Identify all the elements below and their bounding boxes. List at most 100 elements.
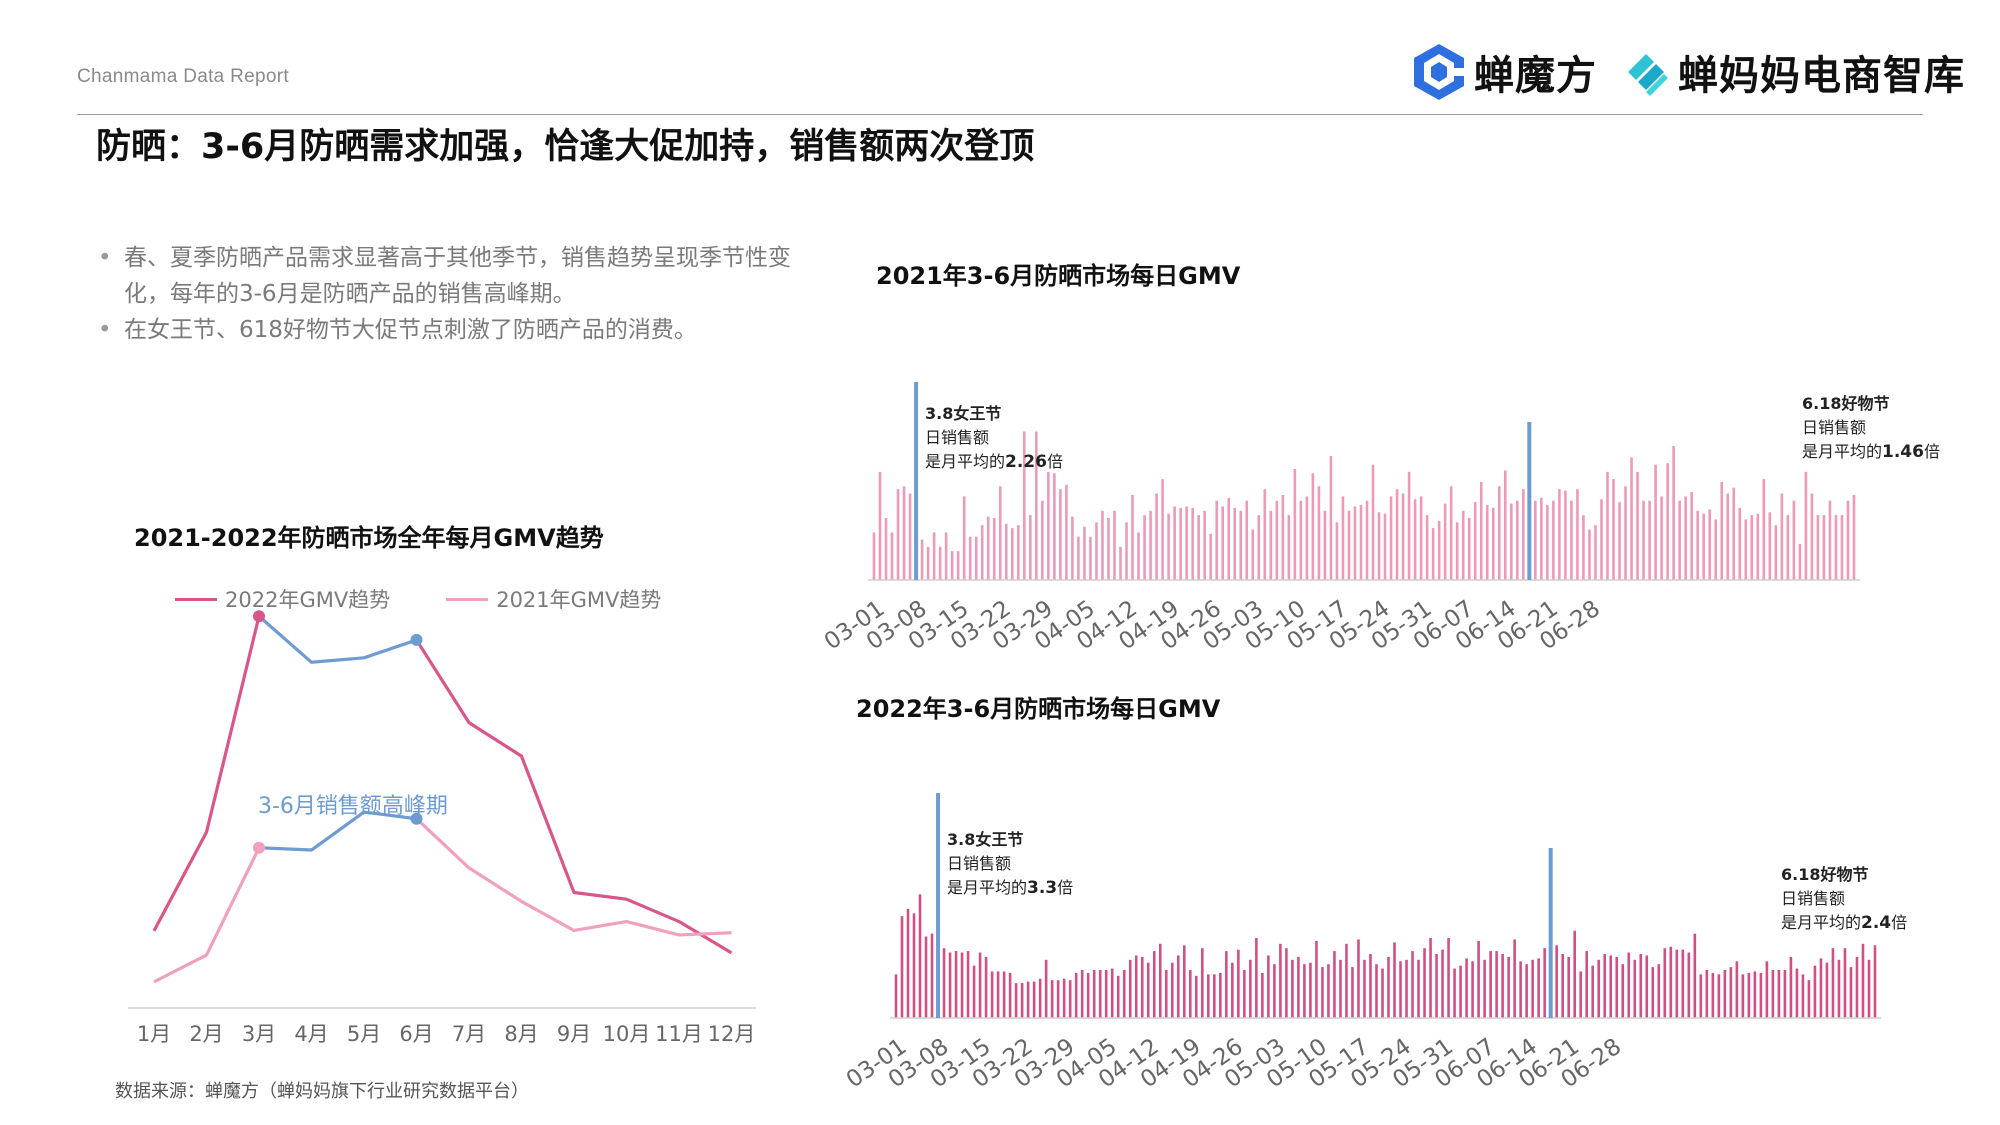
- bar: [1540, 497, 1543, 580]
- bar: [902, 486, 906, 580]
- bar: [1570, 500, 1573, 580]
- bar: [1201, 948, 1204, 1018]
- bar: [1465, 958, 1468, 1018]
- bar: [1293, 468, 1297, 580]
- bar: [992, 518, 996, 580]
- bar: [1225, 951, 1228, 1018]
- bar: [1855, 956, 1859, 1018]
- bar: [1191, 507, 1194, 580]
- bar: [1315, 940, 1318, 1018]
- bar: [1371, 464, 1375, 580]
- bar: [1173, 506, 1176, 580]
- legend-label-2021: 2021年GMV趋势: [496, 588, 662, 612]
- bar: [1819, 958, 1823, 1018]
- bar: [1249, 959, 1252, 1018]
- bar: [1804, 471, 1808, 580]
- bar: [1119, 546, 1122, 580]
- bar: [1267, 955, 1270, 1018]
- legend-item-2022: 2022年GMV趋势: [175, 584, 390, 614]
- highlight-bar-03-08: [936, 793, 941, 1018]
- bar: [1624, 486, 1627, 580]
- annotation-2022-618: 6.18好物节 日销售额 是月平均的2.4倍: [1781, 863, 1907, 935]
- bar: [1606, 471, 1609, 580]
- series-line-2021-seg1: [258, 810, 417, 852]
- bar: [1702, 513, 1705, 580]
- bar: [1281, 494, 1285, 580]
- bar: [998, 486, 1002, 580]
- data-point-2022-3月: [253, 610, 265, 623]
- x-tick-label: 2月: [189, 1022, 223, 1046]
- bar: [1672, 445, 1675, 580]
- bar: [920, 539, 924, 580]
- annotation-2021-qw-line2: 是月平均的2.26倍: [925, 452, 1063, 472]
- bar: [1591, 965, 1595, 1018]
- bar: [1687, 952, 1691, 1018]
- bar: [1110, 968, 1114, 1018]
- bar: [1825, 962, 1829, 1018]
- bar: [960, 952, 964, 1018]
- annotation-2022-qw: 3.8女王节 日销售额 是月平均的3.3倍: [947, 828, 1073, 900]
- bar: [1732, 487, 1736, 580]
- bar: [1098, 970, 1102, 1018]
- bar: [1477, 940, 1480, 1018]
- bar: [1792, 500, 1796, 580]
- bar: [1065, 484, 1068, 580]
- bar: [1203, 510, 1206, 580]
- bar: [1429, 938, 1432, 1018]
- bar: [1678, 500, 1681, 580]
- x-tick-label: 4月: [294, 1022, 328, 1046]
- bar: [1759, 972, 1763, 1018]
- bar: [1335, 522, 1339, 580]
- bar: [1020, 983, 1024, 1018]
- bar: [1699, 974, 1703, 1018]
- bar: [1497, 486, 1501, 580]
- bar: [1441, 949, 1444, 1018]
- bar: [1651, 967, 1655, 1018]
- bar: [1347, 510, 1351, 580]
- bar: [1035, 431, 1038, 580]
- bar: [1152, 951, 1156, 1018]
- bar: [1471, 961, 1474, 1018]
- bar: [1417, 959, 1420, 1018]
- bar: [1546, 505, 1549, 580]
- bar: [1291, 959, 1294, 1018]
- monthly-chart-title: 2021-2022年防晒市场全年每月GMV趋势: [134, 524, 604, 552]
- annotation-2021-618-line1: 日销售额: [1802, 418, 1867, 437]
- bar: [1491, 507, 1495, 580]
- bar: [1585, 951, 1589, 1018]
- legend-item-2021: 2021年GMV趋势: [446, 584, 661, 614]
- bar: [1843, 948, 1847, 1018]
- bar: [1519, 961, 1522, 1018]
- data-point-2022-6月: [410, 633, 423, 646]
- bar: [1654, 464, 1657, 580]
- series-line-2022-seg1: [257, 615, 418, 664]
- bar: [984, 956, 988, 1018]
- bar: [1395, 489, 1399, 580]
- bar: [1711, 972, 1715, 1018]
- bar: [1753, 971, 1757, 1018]
- bar: [1176, 955, 1180, 1018]
- bar: [1375, 964, 1378, 1018]
- bar: [1004, 523, 1008, 580]
- bar: [1134, 955, 1138, 1018]
- bar: [1840, 515, 1844, 580]
- bar: [1251, 529, 1255, 580]
- bar: [1305, 496, 1309, 580]
- chanmama-logo: 蝉妈妈电商智库: [1620, 42, 1965, 102]
- annotation-2021-qw-title: 3.8女王节: [925, 404, 1002, 423]
- bar: [948, 952, 952, 1018]
- bar: [1207, 974, 1210, 1018]
- bar: [1116, 975, 1120, 1018]
- bar: [1861, 943, 1865, 1018]
- bar: [1777, 970, 1781, 1018]
- summary-bullets: 春、夏季防晒产品需求显著高于其他季节，销售趋势呈现季节性变化，每年的3-6月是防…: [98, 240, 798, 348]
- data-point-2021-3月: [253, 841, 265, 854]
- bar: [1419, 496, 1423, 580]
- bar: [1107, 518, 1110, 580]
- bar: [1155, 493, 1158, 580]
- bar: [1327, 964, 1330, 1018]
- bar: [1798, 543, 1802, 580]
- bar: [1363, 959, 1366, 1018]
- page-title: 防晒：3-6月防晒需求加强，恰逢大促加持，销售额两次登顶: [96, 127, 1035, 167]
- bar: [974, 536, 978, 580]
